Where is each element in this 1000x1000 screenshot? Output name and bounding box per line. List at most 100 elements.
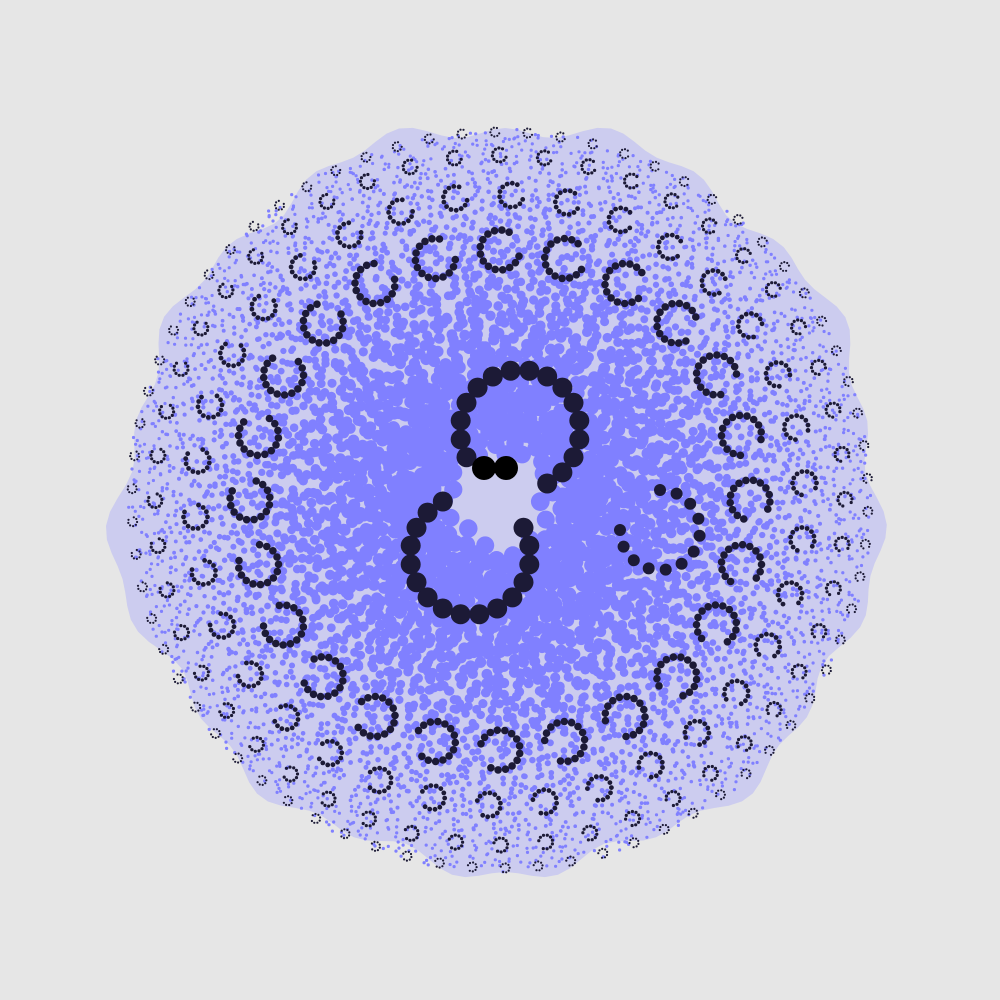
blue-dot: [242, 488, 249, 495]
blue-dot: [565, 197, 570, 203]
blue-dot: [639, 398, 650, 409]
blue-dot: [780, 470, 786, 476]
blue-dot: [266, 469, 274, 478]
blue-dot: [407, 734, 415, 742]
blue-dot: [645, 210, 650, 215]
blue-dot: [784, 556, 790, 562]
blue-dot: [210, 376, 215, 381]
blue-dot: [605, 179, 610, 183]
blue-dot: [831, 477, 836, 482]
blue-dot: [396, 793, 402, 798]
blue-dot: [766, 697, 771, 702]
blue-dot: [592, 232, 599, 239]
blue-dot: [735, 386, 742, 393]
blue-dot: [550, 704, 560, 714]
blue-dot: [689, 726, 695, 732]
blue-dot: [249, 293, 254, 298]
blue-dot: [189, 483, 195, 488]
blue-dot: [564, 170, 568, 175]
blue-dot: [728, 462, 737, 470]
blue-dot: [639, 801, 644, 805]
blue-dot: [586, 278, 594, 286]
blue-dot: [690, 238, 695, 243]
blue-dot: [561, 663, 572, 674]
blue-dot: [216, 533, 223, 540]
blue-dot: [419, 702, 428, 711]
blue-dot: [803, 550, 808, 555]
blue-dot: [173, 539, 178, 544]
blue-dot: [661, 409, 672, 420]
blue-dot: [465, 287, 474, 296]
blue-dot: [625, 437, 639, 450]
blue-dot: [364, 644, 375, 655]
blue-dot: [773, 609, 779, 615]
blue-dot: [237, 705, 242, 709]
blue-dot: [362, 682, 371, 691]
blue-dot: [691, 230, 696, 235]
blue-dot: [613, 774, 619, 780]
blue-dot: [172, 550, 176, 555]
blue-dot: [551, 292, 560, 302]
blue-dot: [787, 457, 793, 463]
blue-dot: [254, 671, 260, 677]
blue-dot: [786, 358, 791, 363]
blue-dot: [363, 778, 368, 783]
blue-dot: [780, 368, 785, 374]
blue-dot: [755, 298, 759, 303]
blue-dot: [704, 440, 713, 449]
blue-dot: [365, 245, 371, 251]
blue-dot: [772, 475, 779, 482]
blue-dot: [688, 426, 698, 436]
blue-dot: [285, 329, 292, 336]
blue-dot: [687, 344, 695, 352]
blue-dot: [261, 722, 266, 727]
blue-dot: [521, 723, 530, 732]
blue-dot: [209, 389, 215, 395]
blue-dot: [470, 270, 479, 279]
blue-dot: [734, 423, 741, 431]
blue-dot: [801, 406, 806, 411]
blue-dot: [235, 687, 240, 692]
blue-dot: [648, 356, 657, 366]
blue-dot: [775, 578, 782, 584]
blue-dot: [516, 810, 521, 816]
blue-dot: [275, 268, 280, 273]
blue-dot: [451, 227, 458, 233]
blue-dot: [544, 760, 551, 767]
blue-dot: [779, 311, 784, 316]
blue-dot: [218, 368, 224, 373]
blue-dot: [595, 626, 607, 638]
blue-dot: [702, 691, 709, 698]
blue-dot: [742, 401, 749, 408]
blue-dot: [780, 624, 786, 630]
blue-dot: [606, 237, 612, 244]
blue-dot: [573, 681, 583, 691]
blue-dot: [692, 650, 700, 658]
blue-dot: [235, 537, 242, 544]
blue-dot: [548, 822, 553, 826]
blue-dot: [423, 636, 435, 649]
blue-dot: [489, 247, 498, 255]
blue-dot: [452, 803, 458, 808]
blue-dot: [319, 732, 325, 738]
blue-dot: [710, 675, 717, 681]
blue-dot: [484, 243, 492, 251]
blue-dot: [343, 404, 355, 416]
blue-dot: [453, 213, 459, 219]
blue-dot: [388, 799, 393, 804]
blue-dot: [433, 170, 437, 174]
blue-dot: [515, 223, 522, 230]
blue-dot: [535, 774, 541, 781]
blue-dot: [350, 647, 360, 657]
blue-dot: [392, 312, 402, 322]
blue-dot: [630, 769, 635, 775]
blue-dot: [791, 642, 796, 646]
blue-dot: [182, 412, 187, 417]
blue-dot: [229, 468, 236, 475]
blue-dot: [710, 276, 715, 281]
blue-dot: [772, 310, 777, 315]
blue-dot: [201, 654, 206, 659]
blue-dot: [509, 824, 514, 829]
blue-dot: [171, 493, 176, 498]
blue-dot: [205, 604, 211, 609]
